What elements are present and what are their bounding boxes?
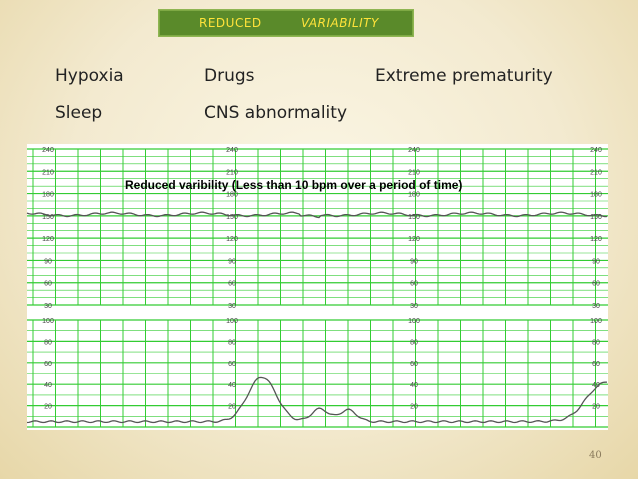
scale-tick-label: 30 — [228, 303, 236, 310]
title-banner: REDUCED VARIABILITY — [158, 9, 414, 37]
scale-tick-label: 90 — [228, 258, 236, 265]
scale-tick-label: 210 — [226, 169, 238, 176]
cause-hypoxia: Hypoxia — [55, 66, 124, 86]
scale-tick-label: 180 — [42, 192, 54, 199]
cause-sleep: Sleep — [55, 103, 103, 123]
scale-tick-label: 100 — [226, 318, 238, 325]
scale-tick-label: 80 — [410, 339, 418, 346]
scale-tick-label: 240 — [408, 147, 420, 154]
scale-tick-label: 240 — [226, 147, 238, 154]
ctg-grid — [27, 148, 608, 428]
cause-cns-abnormality: CNS abnormality — [204, 103, 348, 123]
scale-tick-label: 90 — [44, 258, 52, 265]
fhr-trace — [26, 211, 608, 219]
scale-tick-label: 100 — [590, 318, 602, 325]
scale-tick-label: 40 — [228, 382, 236, 389]
contraction-trace — [26, 376, 608, 424]
scale-tick-label: 210 — [408, 169, 420, 176]
scale-tick-label: 40 — [44, 382, 52, 389]
scale-tick-label: 60 — [228, 281, 236, 288]
scale-tick-label: 20 — [228, 404, 236, 411]
banner-word-variability: VARIABILITY — [301, 16, 379, 30]
scale-tick-label: 30 — [592, 303, 600, 310]
scale-tick-label: 80 — [44, 339, 52, 346]
scale-tick-label: 120 — [408, 236, 420, 243]
scale-tick-label: 60 — [592, 361, 600, 368]
scale-tick-label: 20 — [592, 404, 600, 411]
scale-tick-label: 150 — [590, 214, 602, 221]
scale-tick-label: 20 — [44, 404, 52, 411]
strip-separator — [27, 306, 608, 319]
scale-tick-label: 100 — [42, 318, 54, 325]
scale-tick-label: 100 — [408, 318, 420, 325]
scale-tick-label: 210 — [42, 169, 54, 176]
scale-tick-label: 60 — [44, 361, 52, 368]
scale-tick-label: 60 — [410, 361, 418, 368]
scale-tick-label: 60 — [228, 361, 236, 368]
ctg-paper — [27, 144, 608, 430]
scale-tick-label: 90 — [592, 258, 600, 265]
cause-drugs: Drugs — [204, 66, 255, 86]
scale-tick-label: 90 — [410, 258, 418, 265]
scale-tick-label: 40 — [410, 382, 418, 389]
scale-tick-label: 150 — [226, 214, 238, 221]
scale-tick-label: 180 — [408, 192, 420, 199]
scale-tick-label: 150 — [42, 214, 54, 221]
scale-tick-label: 80 — [592, 339, 600, 346]
strip-caption: Reduced varibility (Less than 10 bpm ove… — [125, 178, 462, 192]
scale-tick-label: 240 — [42, 147, 54, 154]
banner-word-reduced: REDUCED — [199, 16, 262, 30]
scale-tick-label: 20 — [410, 404, 418, 411]
scale-tick-label: 240 — [590, 147, 602, 154]
scale-tick-label: 30 — [44, 303, 52, 310]
slide-number: 40 — [589, 450, 602, 461]
scale-tick-label: 60 — [592, 281, 600, 288]
scale-tick-label: 180 — [590, 192, 602, 199]
cause-extreme-prematurity: Extreme prematurity — [375, 66, 553, 86]
scale-tick-label: 60 — [410, 281, 418, 288]
scale-tick-label: 30 — [410, 303, 418, 310]
scale-tick-label: 120 — [226, 236, 238, 243]
scale-tick-label: 120 — [42, 236, 54, 243]
ctg-scale-labels: 240 210 180 150 120 90 60 30 100 80 60 40 20 240 210 18… — [42, 147, 602, 411]
scale-tick-label: 80 — [228, 339, 236, 346]
scale-tick-label: 40 — [592, 382, 600, 389]
scale-tick-label: 180 — [226, 192, 238, 199]
scale-tick-label: 60 — [44, 281, 52, 288]
scale-tick-label: 150 — [408, 214, 420, 221]
scale-tick-label: 120 — [590, 236, 602, 243]
scale-tick-label: 210 — [590, 169, 602, 176]
